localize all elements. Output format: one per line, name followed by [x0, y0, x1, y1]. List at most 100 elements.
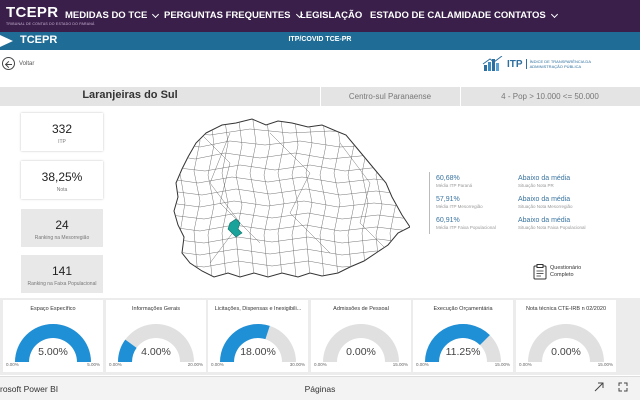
pages-button[interactable]: Páginas — [304, 384, 336, 394]
situation-value: Abaixo da média — [518, 175, 571, 182]
gauge-min: 0.00% — [6, 362, 19, 367]
region-name: Centro-sul Paranaense — [348, 92, 432, 101]
app-name: rosoft Power BI — [0, 384, 59, 394]
gauge-arc — [118, 323, 194, 362]
gauge-title: Nota técnica CTE-IRB n 02/2020 — [525, 306, 607, 312]
clipboard-icon — [533, 264, 547, 280]
divider — [429, 172, 430, 234]
back-label: Voltar — [19, 60, 35, 67]
nav-item-legislacao[interactable]: LEGISLAÇÃO — [300, 10, 362, 21]
nav-item-medidas[interactable]: MEDIDAS DO TCE — [65, 10, 160, 21]
situation-mesorregiao: Abaixo da média Situação Nota Mesorregiã… — [518, 196, 573, 209]
itp-logo-description: ÍNDICE DE TRANSPARÊNCIA DA ADMINISTRAÇÃO… — [525, 59, 606, 69]
gauge-title: Informações Gerais — [132, 306, 180, 312]
fullscreen-icon[interactable] — [618, 382, 628, 392]
situation-value: Abaixo da média — [518, 196, 571, 203]
questionnaire-button[interactable]: Questionário Completo — [533, 264, 590, 280]
gauge-arc — [220, 323, 296, 362]
nav-item-label: MEDIDAS DO TCE — [65, 10, 148, 21]
gauge-fill — [220, 324, 270, 362]
gauge-card[interactable]: Informações Gerais 4.00% 0.00% 20.00% — [106, 300, 206, 372]
chevron-down-icon — [550, 10, 558, 18]
gauge-card[interactable]: Licitações, Dispensas e Inexigibili... 18… — [208, 300, 308, 372]
gauge-max: 15.00% — [597, 362, 613, 367]
gauge-card[interactable]: Nota técnica CTE-IRB n 02/2020 0.00% 0.00%… — [516, 300, 616, 372]
nav-item-label: LEGISLAÇÃO — [300, 10, 363, 21]
nav-item-label: PERGUNTAS FREQUENTES — [164, 10, 291, 21]
nav-item-label: CONTATOS — [494, 10, 546, 21]
gauge-card[interactable]: Execução Orçamentária 11.25% 0.00% 15.00% — [413, 300, 513, 372]
gauge-fill — [425, 324, 490, 362]
kpi-card-nota: 38,25% Nota — [21, 161, 103, 199]
nav-item-contatos[interactable]: CONTATOS — [494, 10, 558, 21]
situation-faixa: Abaixo da média Situação Nota Faixa Popu… — [518, 217, 586, 230]
report-header: TCEPR ITP/COVID TCE-PR — [0, 32, 640, 50]
report-title: ITP/COVID TCE-PR — [288, 36, 352, 43]
itp-emblem-icon — [482, 56, 503, 71]
gauge-value: 0.00% — [551, 346, 581, 358]
back-button[interactable]: Voltar — [2, 57, 34, 70]
chevron-down-icon — [152, 10, 160, 18]
gauge-min: 0.00% — [416, 362, 429, 367]
logo-subtitle: TRIBUNAL DE CONTAS DO ESTADO DO PARANÁ — [6, 22, 95, 26]
parana-municipalities-map[interactable] — [170, 113, 410, 288]
gauge-value: 4.00% — [141, 346, 171, 358]
gauge-track — [323, 323, 399, 362]
gauge-value: 11.25% — [445, 346, 481, 358]
stat-value: 60,68% — [436, 175, 460, 182]
gauge-card[interactable]: Espaço Específico 5.00% 0.00% 5.00% — [3, 300, 103, 372]
powerbi-footer: rosoft Power BI Páginas — [0, 376, 640, 400]
kpi-card-ranking-faixa: 141 Ranking na Faixa Populacional — [21, 255, 103, 293]
population-range: 4 - Pop > 10.000 <= 50.000 — [501, 92, 599, 101]
kpi-value: 24 — [55, 218, 69, 232]
kpi-card-ranking-mesorregiao: 24 Ranking na Mesorregião — [21, 209, 103, 247]
itp-logo-text: ITP — [507, 58, 523, 70]
brand-arrow-icon — [0, 35, 13, 47]
situation-caption: Situação Nota Faixa Populacional — [518, 225, 586, 230]
kpi-value: 332 — [51, 122, 73, 136]
gauge-fill — [14, 323, 91, 362]
stat-caption: Média ITP Mesorregião — [436, 204, 483, 209]
gauge-title: Admissões de Pessoal — [333, 306, 389, 312]
share-icon[interactable] — [594, 382, 604, 392]
questionnaire-label: Questionário Completo — [550, 265, 582, 278]
gauge-max: 5.00% — [87, 362, 100, 367]
gauge-arc — [528, 323, 604, 362]
gauge-min: 0.00% — [109, 362, 122, 367]
stat-media-faixa: 60,91% Média ITP Faixa Populacional — [436, 217, 496, 230]
info-band: Laranjeiras do Sul Centro-sul Paranaense… — [0, 87, 640, 106]
nav-item-perguntas[interactable]: PERGUNTAS FREQUENTES — [164, 10, 303, 21]
tcepr-logo[interactable]: TCEPR TRIBUNAL DE CONTAS DO ESTADO DO PA… — [6, 4, 95, 27]
logo-text: TCEPR — [6, 4, 59, 21]
nav-item-label: ESTADO DE CALAMIDADE — [370, 10, 492, 21]
gauge-arc — [14, 323, 91, 362]
stat-media-mesorregiao: 57,91% Média ITP Mesorregião — [436, 196, 483, 209]
gauge-min: 0.00% — [211, 362, 224, 367]
stat-caption: Média ITP Paraná — [436, 183, 473, 188]
report-brand: TCEPR — [20, 34, 58, 46]
nav-item-calamidade[interactable]: ESTADO DE CALAMIDADE — [370, 10, 491, 21]
gauge-title: Espaço Específico — [30, 306, 76, 312]
gauge-max: 15.00% — [494, 362, 510, 367]
city-name: Laranjeiras do Sul — [82, 89, 178, 101]
gauge-max: 15.00% — [392, 362, 408, 367]
gauge-value: 0.00% — [346, 346, 376, 358]
stat-value: 60,91% — [436, 217, 460, 224]
kpi-caption: Ranking na Faixa Populacional — [27, 281, 97, 287]
kpi-caption: Nota — [56, 187, 68, 193]
gauge-value: 18.00% — [240, 346, 276, 358]
kpi-caption: Ranking na Mesorregião — [34, 235, 90, 241]
kpi-card-itp: 332 ITP — [21, 113, 103, 151]
stat-caption: Média ITP Faixa Populacional — [436, 225, 496, 230]
itp-logo: ITP ÍNDICE DE TRANSPARÊNCIA DA ADMINISTR… — [482, 56, 606, 72]
situation-value: Abaixo da média — [518, 217, 571, 224]
gauge-card[interactable]: Admissões de Pessoal 0.00% 0.00% 15.00% — [311, 300, 411, 372]
divider — [320, 87, 321, 106]
gauge-title: Licitações, Dispensas e Inexigibili... — [214, 306, 302, 312]
divider — [460, 87, 461, 106]
gauge-min: 0.00% — [519, 362, 532, 367]
gauge-max: 30.00% — [289, 362, 305, 367]
gauge-arc — [323, 323, 399, 362]
gauge-max: 20.00% — [187, 362, 203, 367]
kpi-value: 141 — [51, 264, 73, 278]
